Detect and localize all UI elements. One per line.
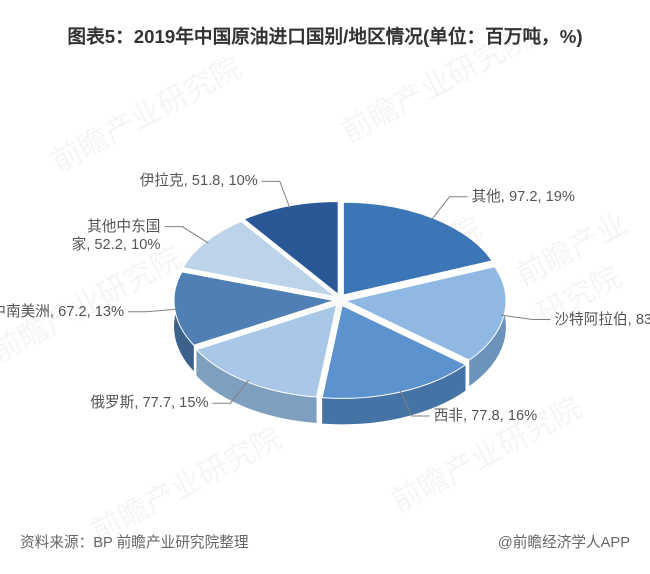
leader-line [432, 197, 468, 220]
slice-label: 其他, 97.2, 19% [471, 188, 574, 206]
slice-label: 沙特阿拉伯, 83.3, 17% [554, 311, 650, 329]
chart-title-text: 图表5：2019年中国原油进口国别/地区情况(单位：百万吨，%) [67, 26, 582, 47]
source-label: 资料来源：BP 前瞻产业研究院整理 [20, 535, 249, 551]
slice-label: 其他中东国 家, 52.2, 10% [72, 218, 161, 255]
chart-footer: 资料来源：BP 前瞻产业研究院整理 @前瞻经济学人APP [20, 531, 630, 552]
chart-figure: { "title": { "text": "图表5：2019年中国原油进口国别/… [0, 0, 650, 574]
leader-line [262, 181, 290, 207]
leader-line [164, 227, 208, 243]
pie-chart [0, 60, 650, 530]
credit-label: @前瞻经济学人APP [498, 531, 630, 552]
leader-line [501, 315, 551, 319]
leader-line [128, 309, 178, 312]
slice-label: 中南美洲, 67.2, 13% [0, 303, 124, 321]
slice-label: 西非, 77.8, 16% [434, 407, 537, 425]
slice-label: 伊拉克, 51.8, 10% [140, 172, 258, 190]
chart-title: 图表5：2019年中国原油进口国别/地区情况(单位：百万吨，%) [0, 22, 650, 49]
slice-label: 俄罗斯, 77.7, 15% [90, 394, 208, 412]
